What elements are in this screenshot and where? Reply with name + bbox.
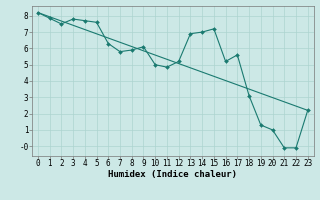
X-axis label: Humidex (Indice chaleur): Humidex (Indice chaleur) (108, 170, 237, 179)
